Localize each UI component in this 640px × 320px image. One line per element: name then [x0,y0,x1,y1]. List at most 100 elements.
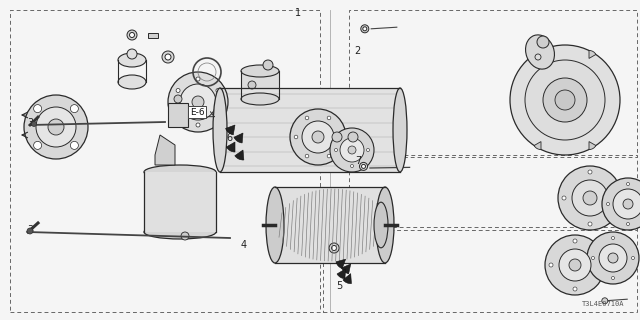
Bar [349,10,637,157]
Wedge shape [343,274,351,284]
Circle shape [351,164,353,167]
Wedge shape [342,264,351,274]
Circle shape [327,116,331,120]
Circle shape [176,111,180,116]
Circle shape [216,89,220,92]
Text: 2: 2 [354,46,360,56]
Circle shape [192,96,204,108]
Circle shape [573,239,577,243]
Text: 3: 3 [28,118,34,128]
Ellipse shape [525,35,554,69]
Circle shape [562,196,566,200]
Wedge shape [234,133,243,143]
Circle shape [36,107,76,147]
Circle shape [305,116,309,120]
Wedge shape [589,51,596,59]
Circle shape [632,257,634,260]
Circle shape [129,33,134,37]
Ellipse shape [144,225,216,239]
Circle shape [588,170,592,174]
Circle shape [587,232,639,284]
Circle shape [34,105,42,113]
Circle shape [535,54,541,60]
Circle shape [545,235,605,295]
Circle shape [335,148,337,151]
Text: 4: 4 [240,240,246,250]
Wedge shape [336,259,346,268]
Circle shape [176,89,180,92]
Circle shape [623,199,633,209]
Circle shape [510,45,620,155]
Circle shape [330,128,374,172]
Circle shape [263,60,273,70]
Circle shape [367,148,369,151]
Text: 3: 3 [28,225,34,236]
Wedge shape [589,141,596,149]
Circle shape [162,51,174,63]
Circle shape [599,244,627,272]
Ellipse shape [241,93,279,105]
Circle shape [543,78,587,122]
Circle shape [348,132,358,142]
Circle shape [329,243,339,253]
Circle shape [294,135,298,139]
Circle shape [572,180,608,216]
Circle shape [602,178,640,230]
Circle shape [70,105,78,113]
Ellipse shape [266,187,284,263]
Circle shape [332,245,337,251]
Text: 1: 1 [294,8,301,19]
Circle shape [312,131,324,143]
Ellipse shape [213,88,227,172]
Circle shape [196,123,200,127]
Circle shape [591,257,595,260]
Polygon shape [155,135,175,165]
Wedge shape [534,141,541,149]
Ellipse shape [118,75,146,89]
Bar [148,33,158,38]
Bar [168,103,188,127]
Circle shape [348,146,356,154]
Circle shape [31,122,36,126]
Circle shape [174,95,182,103]
Bar [10,10,320,312]
Circle shape [611,276,614,279]
Circle shape [611,236,614,239]
Circle shape [613,189,640,219]
Circle shape [608,253,618,263]
Circle shape [537,36,549,48]
Text: 5: 5 [336,281,342,291]
Circle shape [290,109,346,165]
Ellipse shape [376,187,394,263]
Wedge shape [235,150,244,160]
Circle shape [181,232,189,240]
Circle shape [627,182,630,186]
Wedge shape [227,142,235,152]
Text: 7: 7 [355,156,362,166]
Wedge shape [534,51,541,59]
Circle shape [305,154,309,158]
Circle shape [588,222,592,226]
Circle shape [338,135,342,139]
Circle shape [127,49,137,59]
Ellipse shape [241,65,279,77]
Circle shape [302,121,334,153]
Circle shape [525,60,605,140]
Circle shape [569,259,581,271]
Circle shape [340,138,364,162]
Circle shape [573,287,577,291]
Circle shape [559,249,591,281]
Ellipse shape [144,165,216,179]
Text: E-6: E-6 [190,108,204,116]
Circle shape [558,166,622,230]
Wedge shape [226,125,235,135]
Circle shape [70,141,78,149]
Circle shape [180,84,216,120]
Text: 6: 6 [226,132,232,143]
Circle shape [362,164,365,168]
Circle shape [48,119,64,135]
Circle shape [216,111,220,116]
Circle shape [583,191,597,205]
Circle shape [614,196,618,200]
Ellipse shape [118,53,146,67]
